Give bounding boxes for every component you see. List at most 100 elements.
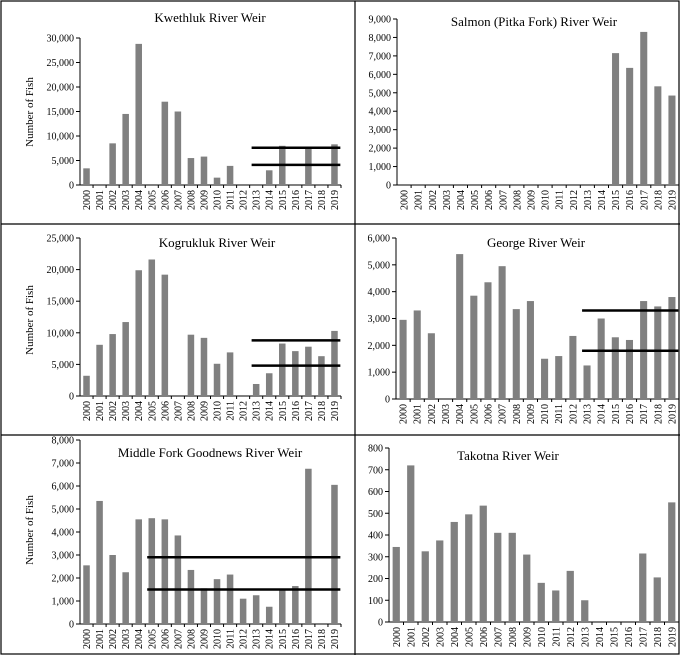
y-tick-label: 1,000 xyxy=(52,597,75,608)
bar-2006 xyxy=(161,274,169,396)
bar-2019 xyxy=(331,330,338,396)
bar-2010 xyxy=(213,363,221,396)
x-tick-label: 2003 xyxy=(441,404,452,424)
x-tick-label: 2005 xyxy=(464,627,475,647)
bar-2016 xyxy=(292,586,299,624)
bar-2004 xyxy=(135,270,142,396)
chart-title: Middle Fork Goodnews River Weir xyxy=(118,445,303,460)
bar-2014 xyxy=(265,373,273,396)
x-tick-label: 2011 xyxy=(226,629,237,649)
x-tick-label: 2019 xyxy=(330,629,341,649)
y-tick-label: 25,000 xyxy=(47,234,75,245)
x-tick-label: 2006 xyxy=(160,629,171,649)
bar-2007 xyxy=(174,111,182,185)
bar-2016 xyxy=(625,339,634,399)
x-tick-label: 2011 xyxy=(226,401,237,421)
x-tick-label: 2019 xyxy=(330,190,341,210)
y-tick-label: 4,000 xyxy=(369,107,392,118)
y-tick-label: 6,000 xyxy=(369,70,392,81)
y-tick-label: 2,000 xyxy=(52,574,75,585)
x-tick-label: 2000 xyxy=(399,404,410,424)
bar-2009 xyxy=(200,156,208,185)
y-tick-label: 7,000 xyxy=(52,459,75,470)
bar-2004 xyxy=(450,521,458,622)
x-tick-label: 2013 xyxy=(252,401,263,421)
bar-2014 xyxy=(265,170,273,185)
bar-2012 xyxy=(566,570,574,622)
x-tick-label: 2006 xyxy=(479,627,490,647)
bar-2008 xyxy=(187,569,195,624)
y-tick-label: 6,000 xyxy=(52,482,75,493)
bar-2019 xyxy=(668,297,676,399)
bar-2011 xyxy=(555,356,563,399)
chart-panel-1: Kwethluk River Weir Number of Fish 0 5,000 1… xyxy=(24,10,342,210)
bar-2010 xyxy=(213,579,221,624)
y-tick-label: 5,000 xyxy=(52,360,75,371)
y-tick-label: 500 xyxy=(368,509,383,520)
chart-panel-5: Middle Fork Goodnews River Weir Number of… xyxy=(24,436,342,649)
x-tick-label: 2000 xyxy=(82,190,93,210)
bar-2005 xyxy=(465,514,473,622)
bar-2005 xyxy=(148,259,156,396)
x-tick-label: 2017 xyxy=(638,627,649,647)
bar-2016 xyxy=(292,351,299,396)
x-tick-label: 2001 xyxy=(413,404,424,424)
x-tick-label: 2010 xyxy=(537,627,548,647)
y-tick-label: 7,000 xyxy=(369,51,392,62)
chart-title: Salmon (Pitka Fork) River Weir xyxy=(451,14,618,29)
x-tick-label: 2010 xyxy=(213,190,224,210)
x-tick-label: 2017 xyxy=(304,190,315,210)
bar-2013 xyxy=(581,600,589,622)
x-tick-label: 2001 xyxy=(95,190,106,210)
x-tick-label: 2012 xyxy=(239,190,250,210)
bar-2010 xyxy=(537,582,545,622)
x-tick-label: 2002 xyxy=(108,629,119,649)
bar-2013 xyxy=(252,595,260,624)
bar-2006 xyxy=(484,282,492,399)
bar-2009 xyxy=(526,301,534,399)
y-tick-label: 5,000 xyxy=(52,156,75,167)
bar-2008 xyxy=(512,309,520,399)
bar-2001 xyxy=(407,465,415,622)
bar-2000 xyxy=(399,319,407,399)
y-tick-label: 0 xyxy=(69,181,74,192)
y-tick-label: 5,000 xyxy=(368,260,391,271)
bar-2003 xyxy=(122,322,129,396)
y-tick-label: 0 xyxy=(69,620,74,631)
bar-2018 xyxy=(318,356,325,396)
chart-panel-6: Takotna River Weir 0 100 200 300 400 500 600 700… xyxy=(368,444,680,647)
x-tick-label: 2007 xyxy=(493,627,504,647)
bar-2019 xyxy=(668,502,676,622)
x-tick-label: 2000 xyxy=(82,629,93,649)
bar-2002 xyxy=(109,334,116,396)
y-tick-label: 8,000 xyxy=(369,33,392,44)
x-tick-label: 2004 xyxy=(455,404,466,424)
bar-2017 xyxy=(305,468,312,624)
chart-panel-4: George River Weir 0 1,000 2,000 3,000 4,000 5,… xyxy=(368,234,680,424)
bar-2006 xyxy=(479,505,487,622)
x-tick-label: 2009 xyxy=(526,190,537,210)
x-tick-label: 2003 xyxy=(121,401,132,421)
x-tick-label: 2012 xyxy=(239,401,250,421)
x-tick-label: 2014 xyxy=(595,627,606,647)
x-tick-label: 2011 xyxy=(551,627,562,647)
x-tick-label: 2017 xyxy=(304,629,315,649)
x-tick-label: 2005 xyxy=(147,190,158,210)
bar-2009 xyxy=(200,588,208,624)
bar-2010 xyxy=(213,177,221,185)
x-tick-label: 2003 xyxy=(435,627,446,647)
bar-2015 xyxy=(612,53,620,185)
x-tick-label: 2002 xyxy=(108,190,119,210)
bar-2001 xyxy=(96,500,103,624)
x-tick-label: 2008 xyxy=(186,190,197,210)
x-tick-label: 2004 xyxy=(134,190,145,210)
bar-2015 xyxy=(611,337,619,399)
x-tick-label: 2019 xyxy=(667,190,678,210)
x-tick-label: 2017 xyxy=(304,401,315,421)
x-tick-label: 2004 xyxy=(456,190,467,210)
x-tick-label: 2012 xyxy=(239,629,250,649)
bar-2012 xyxy=(239,598,247,624)
bar-2004 xyxy=(135,43,142,185)
